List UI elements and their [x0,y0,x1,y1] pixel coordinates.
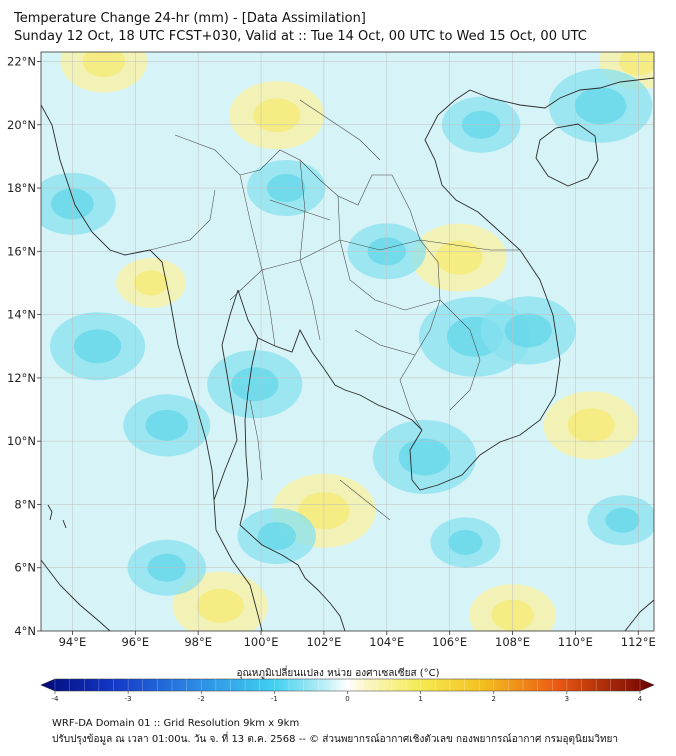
lon-tick-label: 96°E [121,635,149,649]
lat-tick-label: 4°N [14,624,36,638]
lon-tick-label: 98°E [184,635,212,649]
warm-anomaly-8 [116,257,187,308]
lat-tick-label: 18°N [7,181,36,195]
lon-tick-label: 110°E [558,635,593,649]
lon-tick-label: 112°E [621,635,656,649]
colorbar-tick-label: 0 [345,695,349,703]
lon-tick-label: 106°E [432,635,467,649]
lat-tick-label: 10°N [7,434,36,448]
lat-tick-label: 8°N [14,497,36,511]
map-frame [40,51,655,632]
lat-tick-label: 20°N [7,118,36,132]
cool-anomaly-18 [480,296,576,365]
colorbar-tick-label: -4 [52,695,60,703]
axis-ticks: 94°E 96°E 98°E 100°E 102°E 104°E 106°E 108°E 110… [7,54,656,649]
colorbar-label: อุณหภูมิเปลี่ยนแปลง หน่วย องศาเซลเซียส (… [236,668,440,679]
cool-anomaly-22 [430,517,501,568]
map-subtitle: Sunday 12 Oct, 18 UTC FCST+030, Valid at… [14,29,587,44]
coastlines-and-borders [41,77,654,631]
lat-lon-grid [41,52,654,631]
colorbar: -4 -3 -2 -1 0 1 2 3 4 [40,678,655,703]
cool-anomaly-16 [372,419,477,494]
footer-credit: ปรับปรุงข้อมูล ณ เวลา 01:00น. วัน จ. ที่… [52,734,619,745]
colorbar-tick-label: -3 [125,695,132,703]
warm-anomaly-2 [411,223,507,292]
lat-tick-label: 12°N [7,371,36,385]
lon-tick-label: 100°E [244,635,279,649]
warm-anomaly-1 [60,52,148,93]
cool-anomaly-15 [207,350,303,419]
colorbar-tick-label: 3 [565,695,569,703]
province-borders [149,99,520,521]
cool-anomaly-23 [587,495,654,546]
lat-tick-label: 6°N [14,561,36,575]
lon-tick-label: 94°E [59,635,87,649]
lat-tick-label: 14°N [7,308,36,322]
map-title: Temperature Change 24-hr (mm) - [Data As… [14,11,366,26]
colorbar-tick-label: -2 [198,695,205,703]
lat-tick-label: 16°N [7,244,36,258]
map-field-area [41,52,654,631]
footer-domain: WRF-DA Domain 01 :: Grid Resolution 9km … [52,718,300,729]
colorbar-tick-label: 4 [638,695,643,703]
colorbar-tick-label: -1 [271,695,278,703]
anomaly-field [41,52,654,631]
warm-anomaly-0 [229,81,325,150]
colorbar-ticks: -4 -3 -2 -1 0 1 2 3 4 [52,679,643,703]
warm-anomaly-5 [172,571,268,631]
lat-tick-label: 22°N [7,54,36,68]
cool-anomaly-14 [123,394,211,457]
lon-tick-label: 104°E [369,635,404,649]
warm-anomaly-3 [543,391,639,460]
cool-anomaly-13 [49,312,146,381]
cool-anomaly-21 [237,508,316,565]
lon-tick-label: 108°E [495,635,530,649]
colorbar-tick-label: 1 [418,695,422,703]
lon-tick-label: 102°E [306,635,341,649]
colorbar-tick-label: 2 [492,695,496,703]
